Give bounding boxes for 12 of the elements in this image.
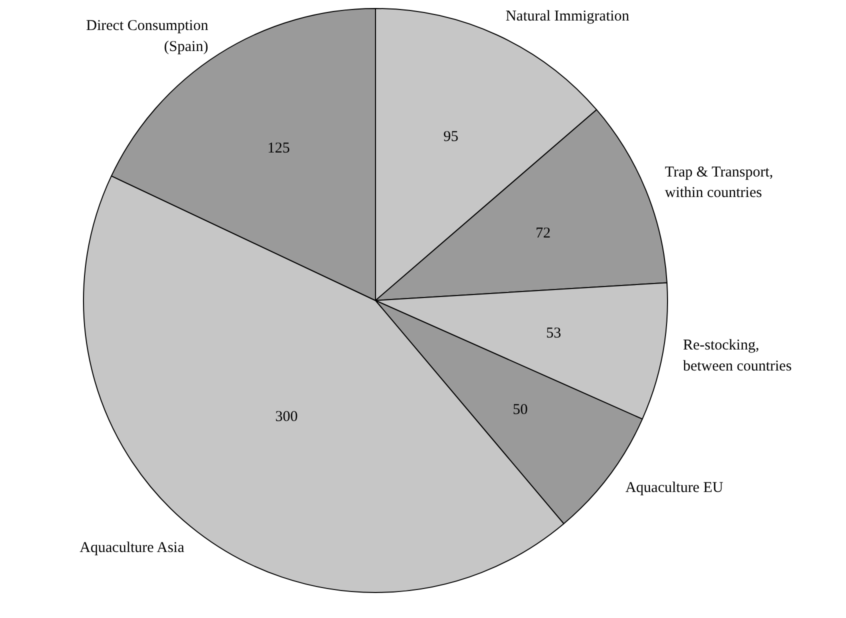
slice-label: Trap & Transport, within countries — [664, 164, 774, 202]
slice-label: Natural Immigration — [506, 8, 630, 24]
data-label: 125 — [267, 140, 290, 157]
slice-label: Aquaculture Asia — [80, 540, 185, 556]
slice-label: Re-stocking, between countries — [682, 338, 792, 374]
slice-label: Direct Consumption (Spain) — [86, 18, 209, 56]
data-label: 72 — [536, 225, 551, 242]
data-label: 300 — [275, 409, 298, 426]
data-label: 50 — [512, 402, 528, 418]
slice-label: Aquaculture EU — [625, 480, 724, 496]
data-label: 53 — [546, 326, 562, 342]
data-label: 95 — [443, 128, 458, 145]
